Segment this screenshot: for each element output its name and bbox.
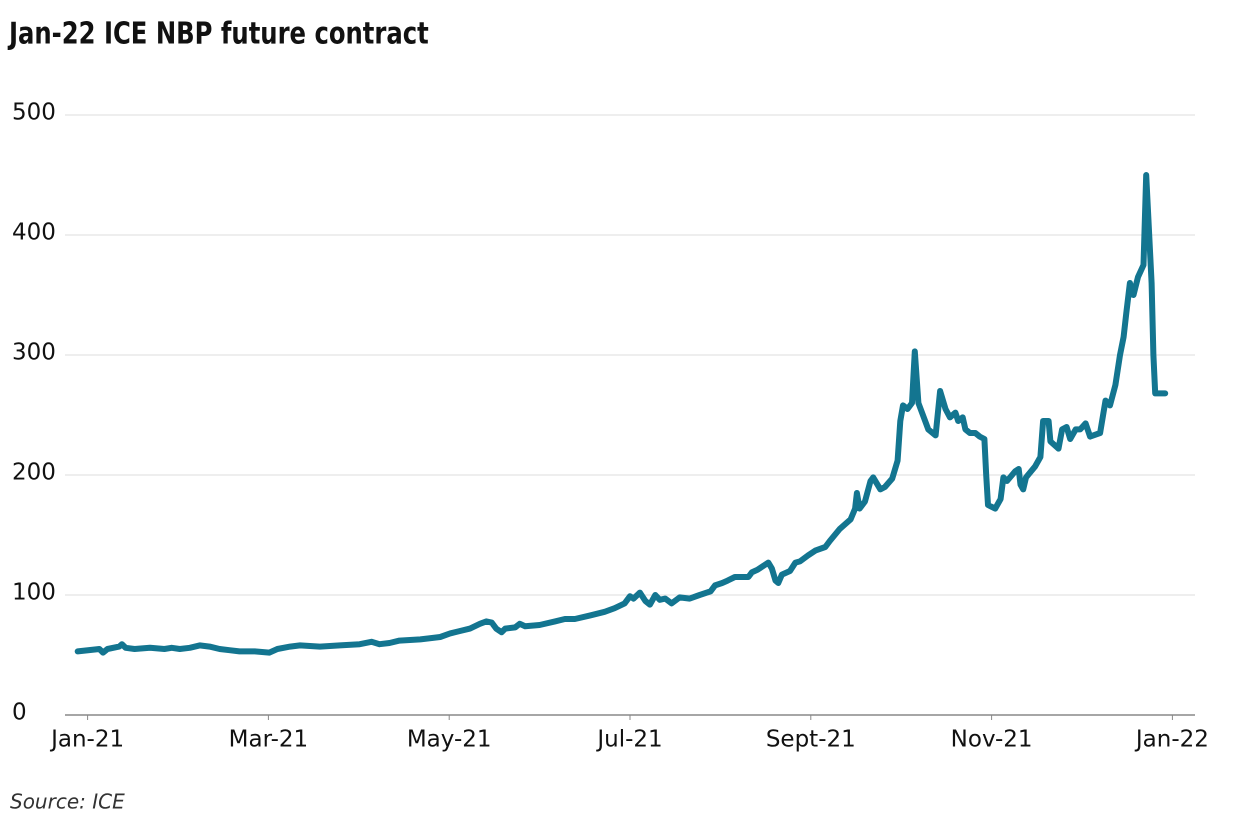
y-tick-label: 500 [12,100,56,126]
chart-title: Jan-22 ICE NBP future contract [7,16,429,51]
source: Source: ICE [10,790,125,814]
x-tick-label: Jan-22 [1134,727,1209,753]
x-tick-label: Jul-21 [595,727,662,753]
x-tick-label: May-21 [407,727,492,753]
y-tick-label: 100 [12,580,56,606]
x-tick-label: Mar-21 [229,727,309,753]
price-line [74,172,1169,656]
y-tick-label: 200 [12,460,56,486]
x-tick-label: Sept-21 [766,727,856,753]
x-tick-label: Nov-21 [951,727,1033,753]
x-tick-label: Jan-21 [49,727,124,753]
y-tick-label: 400 [12,220,56,246]
y-tick-label: 300 [12,340,56,366]
y-tick-label: 0 [12,700,27,726]
